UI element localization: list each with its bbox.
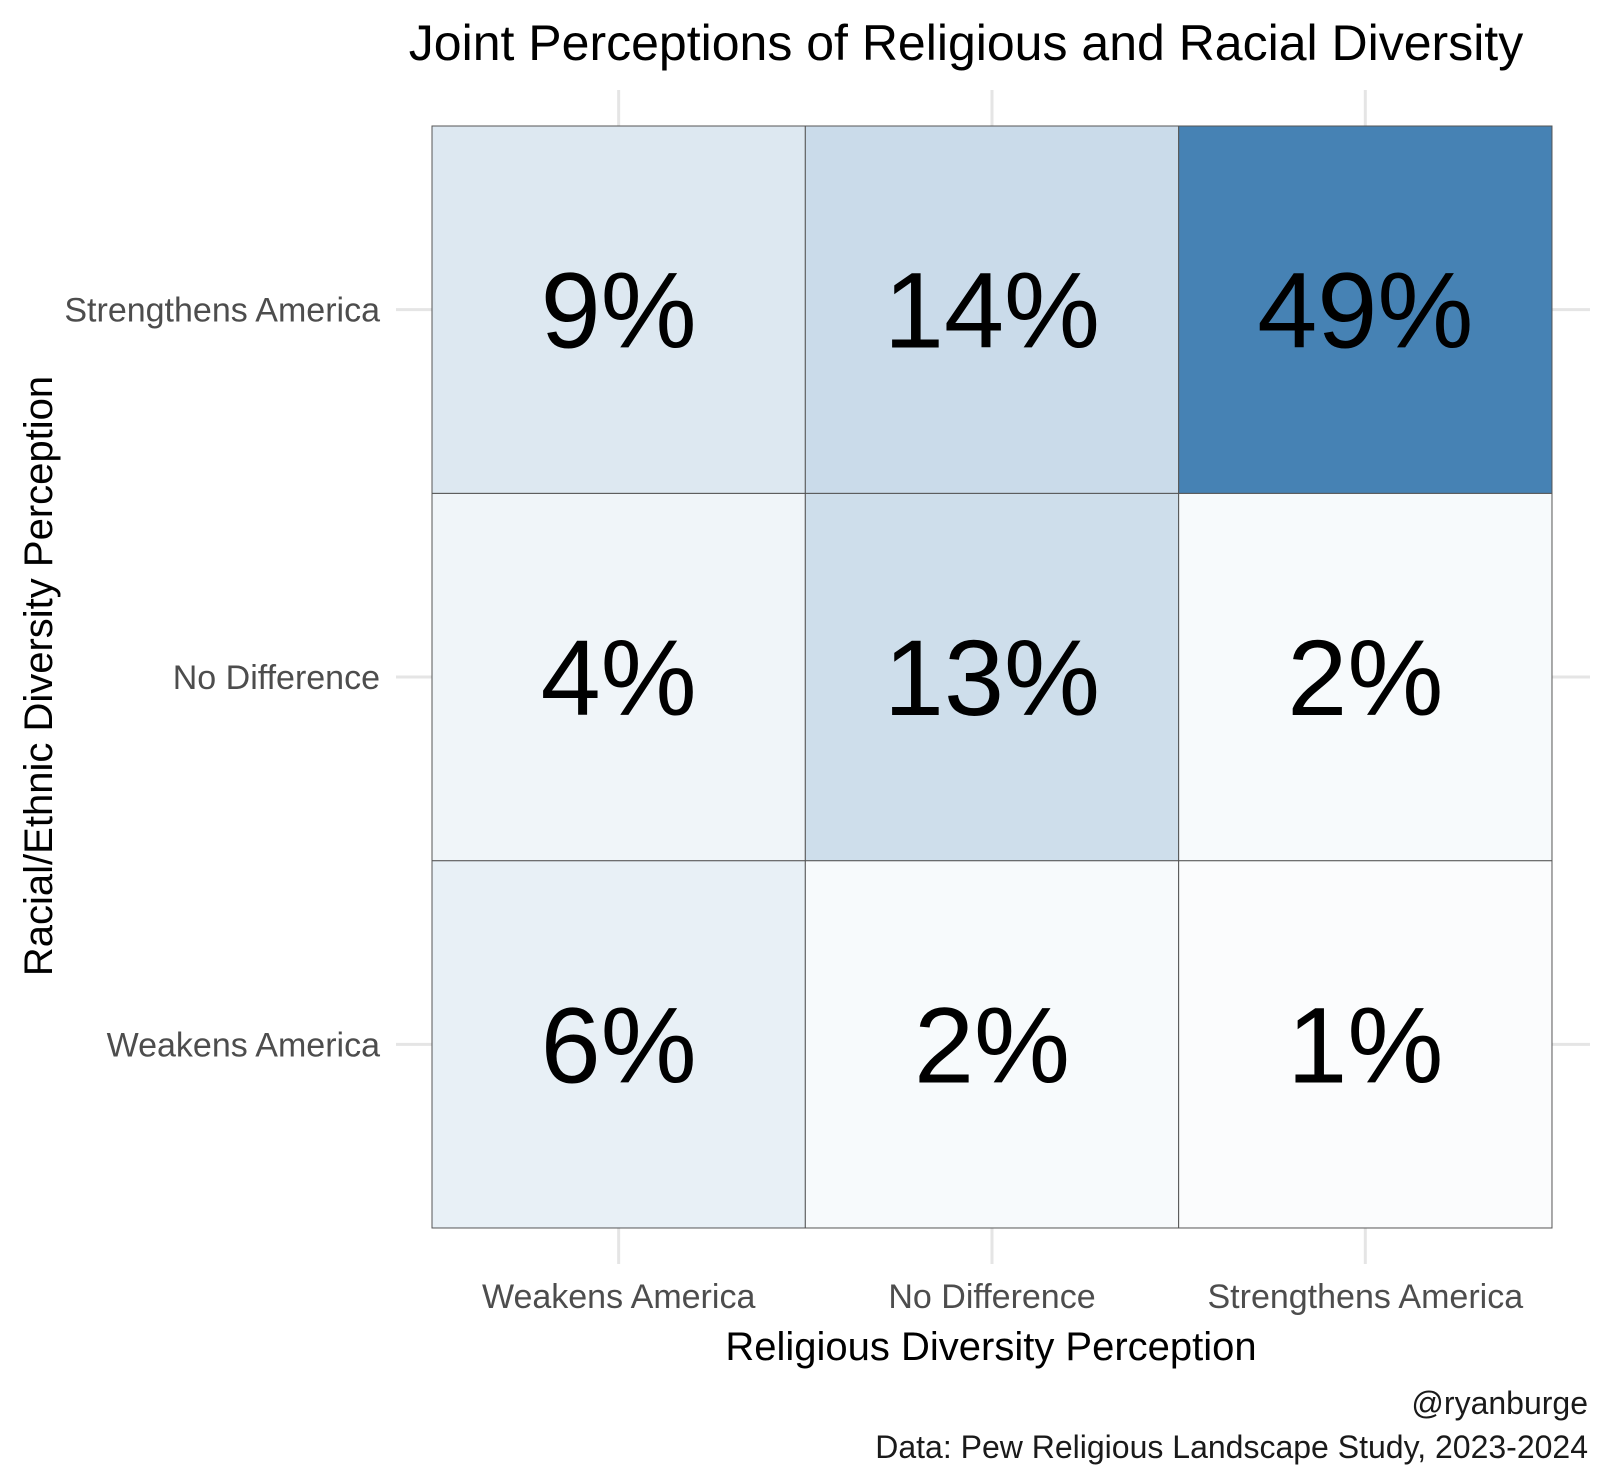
heatmap-cell [431, 125, 806, 494]
cell-value-label: 14% [884, 250, 1100, 371]
heatmap-cell [1178, 492, 1553, 862]
x-axis-tick-labels: Weakens America No Difference Strengthens … [482, 1278, 1523, 1316]
heatmap-cell [1178, 125, 1553, 494]
cell-labels: 6% 2% 1% 4% 13% 2% 9% 14% 49% [541, 250, 1474, 1106]
caption-source: Data: Pew Religious Landscape Study, 202… [875, 1429, 1588, 1465]
y-tick-label: Weakens America [107, 1026, 380, 1064]
heatmap-cell [804, 125, 1180, 494]
x-tick-label: No Difference [888, 1278, 1095, 1316]
x-axis-title: Religious Diversity Perception [725, 1325, 1256, 1369]
cell-value-label: 9% [541, 250, 697, 371]
cell-value-label: 6% [541, 984, 697, 1105]
heatmap-cells [431, 125, 1553, 1229]
cell-value-label: 2% [914, 984, 1070, 1105]
y-axis-tick-labels: Weakens America No Difference Strengthens … [64, 292, 380, 1065]
cell-value-label: 2% [1287, 617, 1443, 738]
cell-value-label: 4% [541, 617, 697, 738]
cell-value-label: 1% [1287, 984, 1443, 1105]
heatmap-cell [804, 492, 1180, 862]
chart-title: Joint Perceptions of Religious and Racia… [409, 15, 1523, 71]
heatmap-cell [804, 860, 1180, 1229]
x-tick-label: Strengthens America [1208, 1278, 1524, 1316]
y-axis-title: Racial/Ethnic Diversity Perception [17, 376, 61, 976]
y-tick-label: No Difference [173, 659, 380, 697]
cell-value-label: 13% [884, 617, 1100, 738]
heatmap-cell [431, 492, 806, 862]
caption-author: @ryanburge [1411, 1385, 1588, 1421]
y-tick-label: Strengthens America [64, 292, 380, 330]
heatmap-cell [1178, 860, 1553, 1229]
cell-value-label: 49% [1257, 250, 1473, 371]
x-tick-label: Weakens America [482, 1278, 755, 1316]
